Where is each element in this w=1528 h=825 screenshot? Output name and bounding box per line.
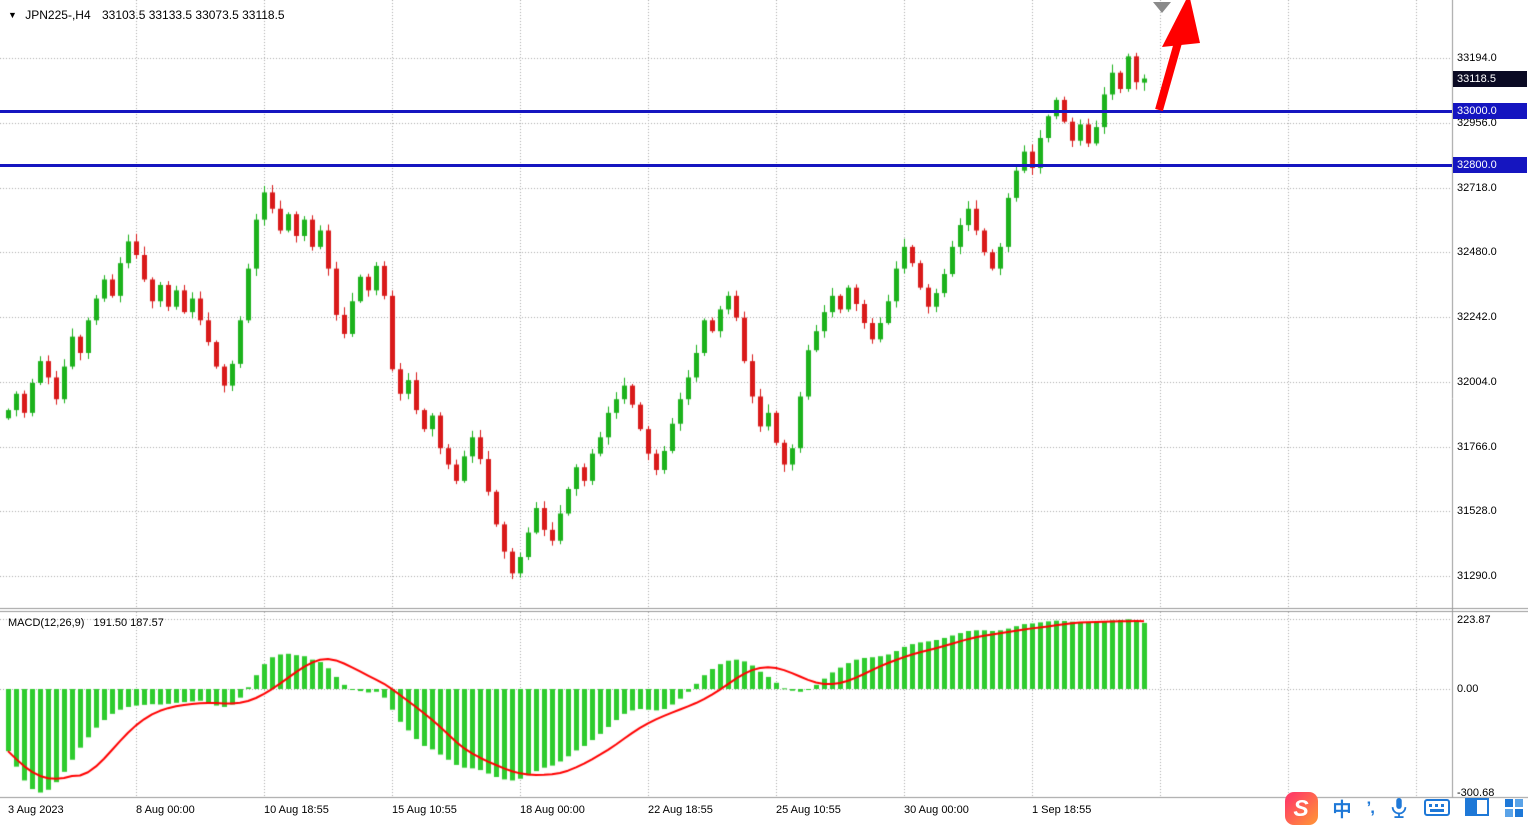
skype-letter: S: [1293, 794, 1309, 821]
support-price-label[interactable]: 32800.0: [1453, 157, 1527, 173]
ohlc-values-label: 33103.5 33133.5 33073.5 33118.5: [101, 8, 285, 22]
app-grid-icon[interactable]: [1504, 798, 1524, 818]
current-price-label: 33118.5: [1453, 71, 1527, 87]
skype-icon[interactable]: S: [1284, 791, 1318, 825]
symbol-timeframe-label: JPN225-,H4: [25, 8, 91, 22]
screen-share-icon[interactable]: [1465, 798, 1489, 818]
macd-values-label: 191.50 187.57: [93, 617, 164, 629]
ime-punctuation-icon[interactable]: ’,: [1366, 798, 1376, 817]
macd-indicator-label: MACD(12,26,9): [8, 617, 85, 629]
keyboard-icon[interactable]: [1424, 799, 1450, 817]
price-axis[interactable]: [1452, 0, 1528, 798]
symbol-dropdown-icon: ▼: [8, 10, 17, 20]
microphone-icon[interactable]: [1389, 796, 1409, 820]
resistance-level-line[interactable]: [0, 110, 1452, 113]
resistance-price-label[interactable]: 33000.0: [1453, 103, 1527, 119]
chart-header: ▼ JPN225-,H4 33103.5 33133.5 33073.5 331…: [8, 8, 285, 22]
macd-indicator-header: MACD(12,26,9) 191.50 187.57: [8, 617, 164, 629]
ime-language-icon[interactable]: 中: [1332, 799, 1352, 821]
support-level-line[interactable]: [0, 164, 1452, 167]
taskbar: S 中 ’,: [1284, 791, 1524, 825]
